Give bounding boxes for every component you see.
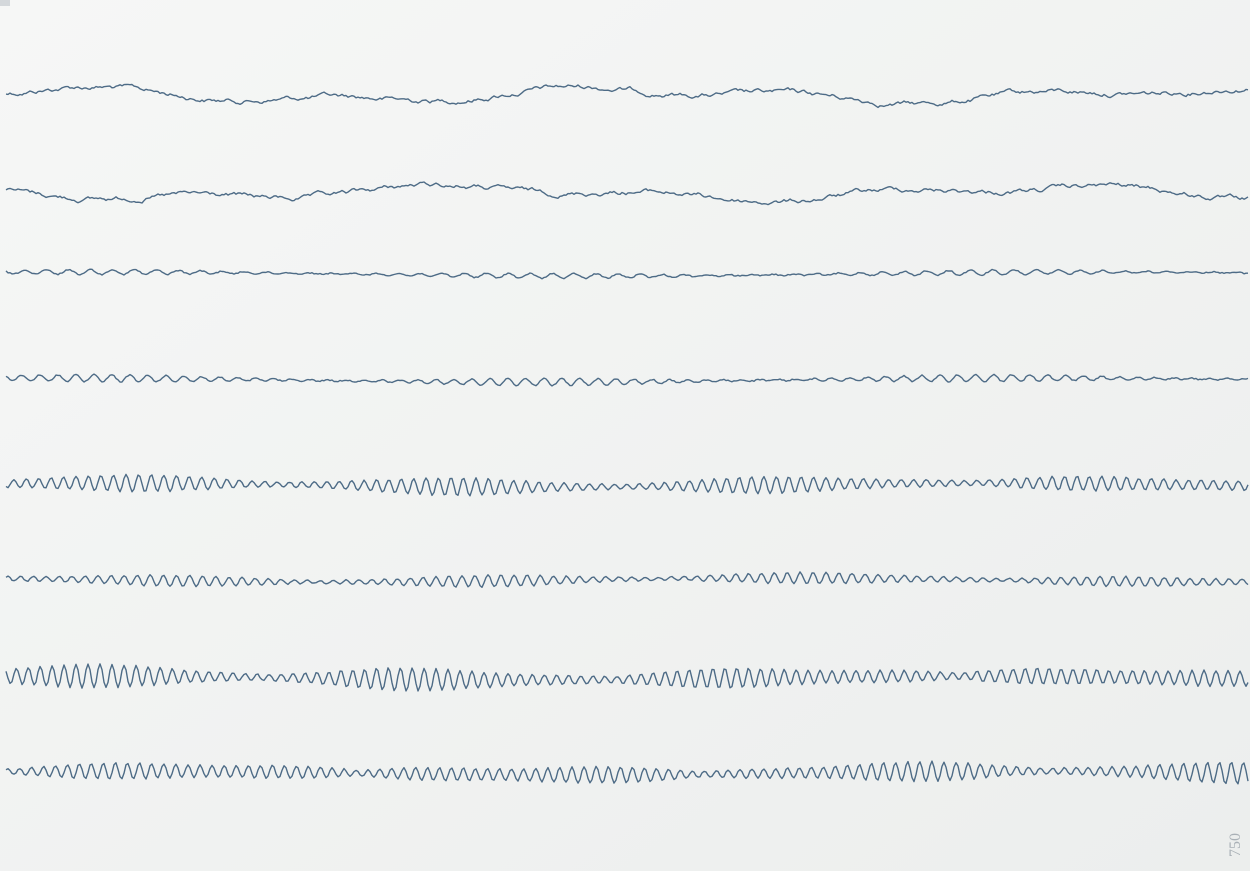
eeg-sheet: 750	[0, 0, 1250, 871]
page-number: 750	[1227, 833, 1244, 857]
paper-edge	[0, 0, 10, 6]
page: 750 (() => { const data = JSON.parse(doc…	[0, 0, 1250, 871]
paper	[0, 0, 1250, 871]
